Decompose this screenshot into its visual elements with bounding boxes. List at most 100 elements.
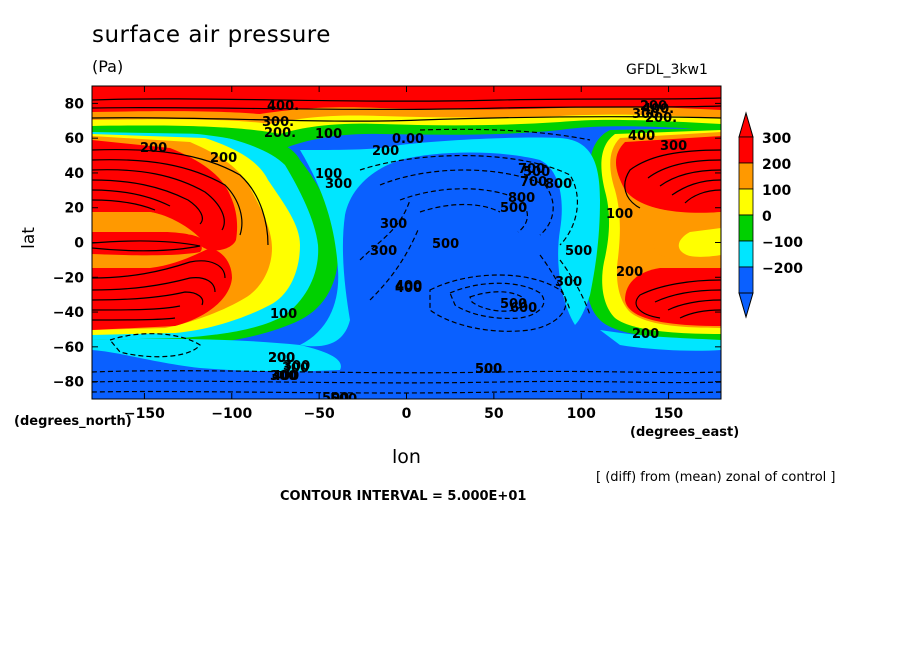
contour-label: 200 <box>640 99 667 114</box>
y-tick-label: 80 <box>65 96 85 112</box>
colorbar-label: 300 <box>762 131 791 147</box>
contour-solid-22 <box>92 105 721 110</box>
contour-dashed-3 <box>419 203 501 213</box>
colorbar-label: −100 <box>762 235 803 251</box>
contour-label: 100 <box>315 127 342 142</box>
contour-solid-6 <box>92 260 226 279</box>
contour-labels: 400.300.200. 1002000.00200100300200500700… <box>140 99 687 407</box>
contour-label: 300 <box>370 244 397 259</box>
contour-label: 500 <box>565 244 592 259</box>
field-cyan-south <box>92 338 341 372</box>
contour-label: 500 <box>500 201 527 216</box>
contour-label: 300 <box>283 359 310 374</box>
contour-label: 300 <box>632 107 659 122</box>
field-west-7 <box>92 212 200 238</box>
contour-solid-2 <box>92 169 225 231</box>
contour-solid-13 <box>647 159 721 179</box>
colorbar-label: 0 <box>762 209 772 225</box>
field-east-6 <box>678 228 721 257</box>
contour-solid-11 <box>92 240 201 252</box>
contour-dashed-4 <box>429 274 567 332</box>
contour-solid-0 <box>92 148 269 246</box>
contour-label: 500 <box>475 362 502 377</box>
colorbar-label: 200 <box>762 157 791 173</box>
contour-dashed-14 <box>539 254 571 311</box>
contour-solid-10 <box>92 317 176 321</box>
contour-dashed-5 <box>449 282 545 320</box>
contour-label: 400 <box>395 281 422 296</box>
y-tick-label: −60 <box>53 340 84 356</box>
contour-dashed-2 <box>399 188 528 233</box>
contour-label: 600 <box>510 301 537 316</box>
y-tick-label: 60 <box>65 131 85 147</box>
contour-lines <box>92 97 721 394</box>
contour-label: 500. <box>330 392 362 407</box>
colorbar-swatch <box>738 162 754 190</box>
contour-label: 800 <box>545 177 572 192</box>
chart-title: surface air pressure <box>92 22 331 48</box>
contour-solid-7 <box>92 277 216 293</box>
contour-dashed-9 <box>92 390 721 394</box>
contour-label: 200 <box>210 151 237 166</box>
contour-solid-18 <box>654 289 721 303</box>
colorbar-arrow-bottom <box>738 292 754 319</box>
contour-solid-12 <box>624 149 721 209</box>
contour-label: 200 <box>632 327 659 342</box>
y-tick-label: 0 <box>74 236 84 252</box>
field-east-4 <box>625 268 721 326</box>
contour-label: 300. <box>262 115 294 130</box>
y-tick-label: −80 <box>53 375 84 391</box>
contour-solid-21 <box>92 97 721 102</box>
x-tick-label: −150 <box>124 406 165 422</box>
contour-solid-3 <box>92 179 203 225</box>
contour-label: 300 <box>660 139 687 154</box>
colorbar-swatch <box>738 136 754 164</box>
contour-label: 400. <box>267 99 299 114</box>
contour-dashed-8 <box>92 380 721 384</box>
contour-label: 400. <box>642 102 674 117</box>
contour-label: 500 <box>475 362 502 377</box>
contour-label: 500 <box>322 391 349 406</box>
contour-dashed-10 <box>108 333 201 358</box>
contour-solid-1 <box>92 159 243 236</box>
contour-dashed-6 <box>469 291 525 312</box>
contour-solid-20 <box>679 309 721 319</box>
contour-solid-16 <box>684 189 721 204</box>
x-tick-label: 100 <box>567 406 596 422</box>
contour-solid-17 <box>635 279 721 319</box>
contour-solid-9 <box>92 305 181 311</box>
contour-label: 200. <box>645 111 677 126</box>
y-tick-label: −20 <box>53 270 84 286</box>
x-axis-units: (degrees_east) <box>630 425 740 440</box>
contour-label: 200 <box>268 351 295 366</box>
contour-label: 500 <box>432 237 459 252</box>
colorbar-label: −200 <box>762 261 803 277</box>
field-east-3 <box>615 136 721 213</box>
y-tick-label: 20 <box>65 201 85 217</box>
x-tick-label: 50 <box>484 406 504 422</box>
colorbar-swatch <box>738 266 754 294</box>
contour-dashed-15 <box>419 128 591 141</box>
contour-solid-4 <box>92 189 171 207</box>
x-axis-label: lon <box>392 446 421 468</box>
contour-dashed-0 <box>359 154 578 246</box>
colorbar: 300 200 100 0 −100 −200 <box>738 111 803 319</box>
contour-solid-23 <box>92 116 721 122</box>
contour-dashed-12 <box>369 229 419 301</box>
x-tick-label: 150 <box>654 406 683 422</box>
contour-label: 800 <box>508 191 535 206</box>
contour-label: 200 <box>268 351 295 366</box>
field-cyan-center <box>300 137 600 347</box>
contour-label: 100 <box>270 307 297 322</box>
contour-label: 300 <box>282 361 309 376</box>
contour-label: 200 <box>372 144 399 159</box>
contour-label: 300 <box>555 275 582 290</box>
contour-dashed-1 <box>379 169 554 236</box>
contour-label: 0.00 <box>392 132 424 147</box>
contour-solid-5 <box>92 199 156 211</box>
contour-solid-19 <box>667 299 721 311</box>
contour-solid-14 <box>659 169 721 187</box>
colorbar-swatch <box>738 188 754 216</box>
plot-area: 400.300.200. 1002000.00200100300200500700… <box>92 86 721 407</box>
